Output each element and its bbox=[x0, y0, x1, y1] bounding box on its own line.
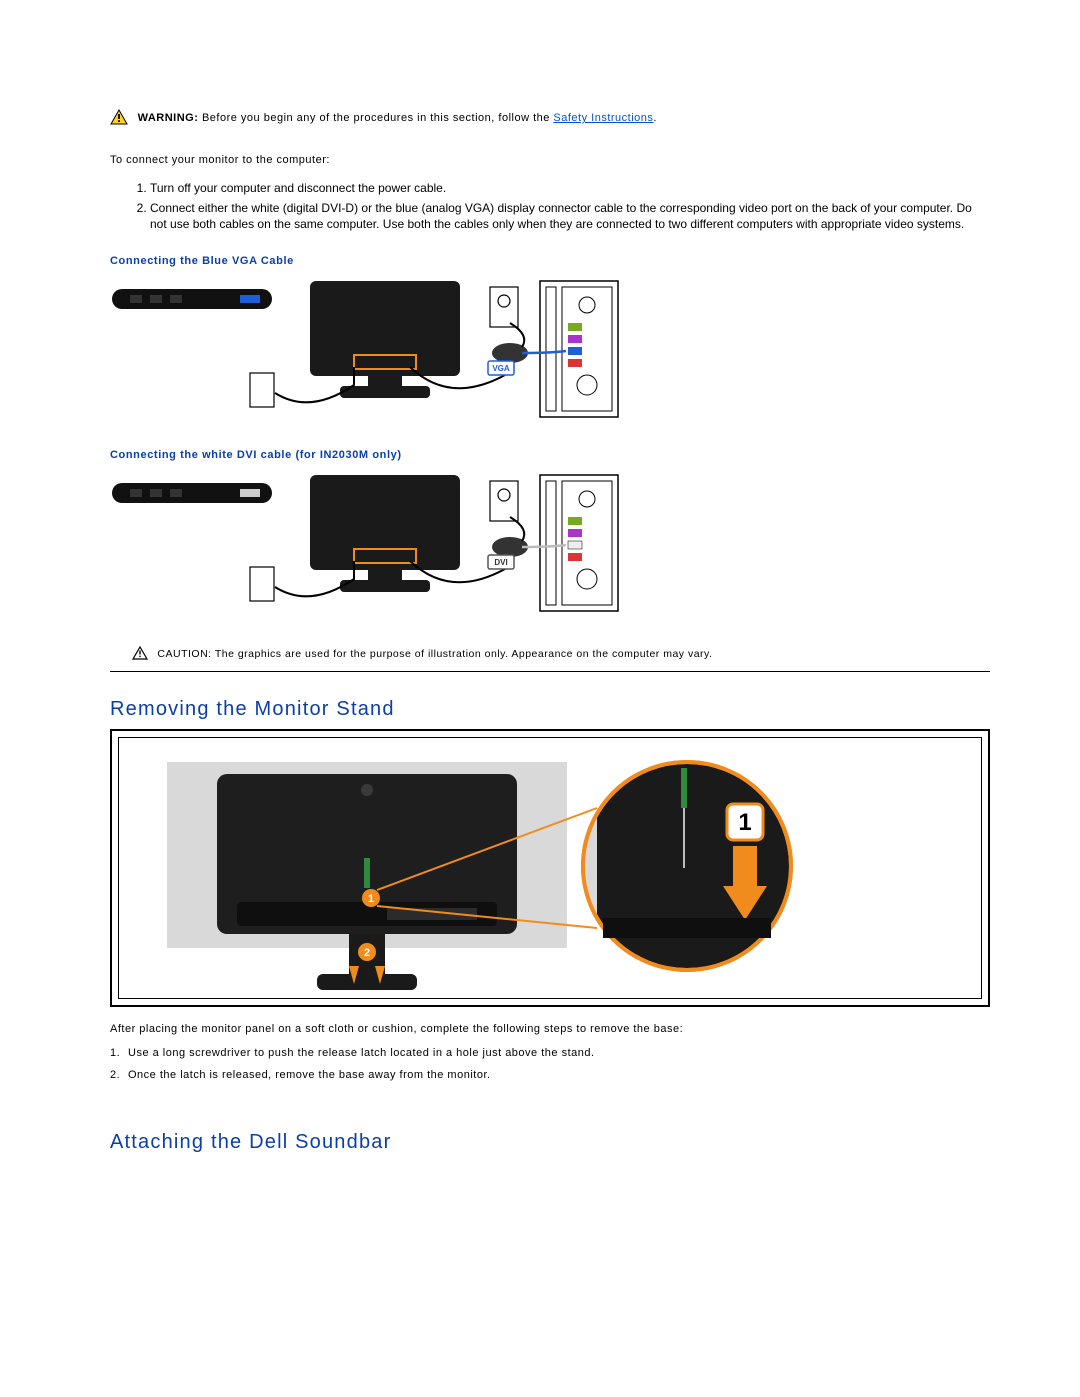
vga-diagram: VGA bbox=[110, 275, 990, 425]
dvi-diagram: DVI bbox=[110, 469, 990, 619]
remove-steps: 1.Use a long screwdriver to push the rel… bbox=[110, 1047, 990, 1081]
caution-label: CAUTION: bbox=[157, 647, 211, 659]
caution-notice: CAUTION: The graphics are used for the p… bbox=[110, 643, 990, 672]
remove-after-text: After placing the monitor panel on a sof… bbox=[110, 1023, 990, 1035]
vga-port-label: VGA bbox=[492, 364, 510, 373]
warning-notice: WARNING: Before you begin any of the pro… bbox=[110, 110, 990, 126]
step-1: Turn off your computer and disconnect th… bbox=[150, 180, 990, 196]
soundbar-heading: Attaching the Dell Soundbar bbox=[110, 1131, 990, 1154]
remove-step-1: 1.Use a long screwdriver to push the rel… bbox=[110, 1047, 990, 1059]
svg-text:1: 1 bbox=[738, 809, 751, 836]
caution-icon bbox=[132, 646, 148, 660]
remove-stand-heading: Removing the Monitor Stand bbox=[110, 698, 990, 721]
safety-instructions-link[interactable]: Safety Instructions bbox=[553, 112, 653, 124]
vga-heading: Connecting the Blue VGA Cable bbox=[110, 255, 990, 267]
intro-text: To connect your monitor to the computer: bbox=[110, 154, 990, 166]
warning-tail: . bbox=[653, 112, 657, 124]
remove-step-2: 2.Once the latch is released, remove the… bbox=[110, 1069, 990, 1081]
dvi-port-label: DVI bbox=[494, 558, 507, 567]
svg-text:2: 2 bbox=[364, 947, 370, 959]
connection-steps: Turn off your computer and disconnect th… bbox=[110, 180, 990, 233]
svg-text:1: 1 bbox=[368, 893, 374, 905]
warning-text: Before you begin any of the procedures i… bbox=[202, 112, 553, 124]
step-2: Connect either the white (digital DVI-D)… bbox=[150, 200, 990, 232]
caution-text: The graphics are used for the purpose of… bbox=[215, 647, 713, 659]
document-page: WARNING: Before you begin any of the pro… bbox=[0, 0, 1080, 1242]
remove-stand-figure: 1 2 1 bbox=[110, 729, 990, 1007]
dvi-heading: Connecting the white DVI cable (for IN20… bbox=[110, 449, 990, 461]
warning-icon bbox=[110, 109, 128, 125]
warning-label: WARNING: bbox=[138, 112, 199, 124]
